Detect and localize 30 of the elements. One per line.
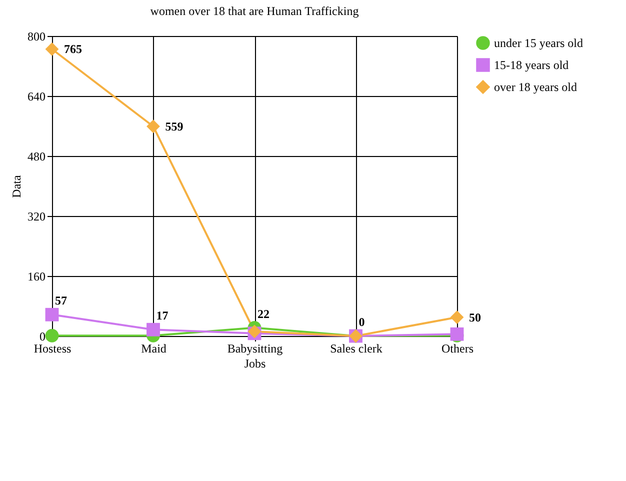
data-label: 22 xyxy=(258,306,270,321)
x-tick-label: Others xyxy=(442,342,474,356)
point xyxy=(450,310,464,324)
legend-label: over 18 years old xyxy=(494,80,577,94)
point xyxy=(45,308,59,322)
legend-label: under 15 years old xyxy=(494,36,583,50)
x-axis-title: Jobs xyxy=(244,356,266,370)
data-label: 50 xyxy=(469,310,481,324)
y-axis-title: Data xyxy=(10,174,24,198)
chart-title: women over 18 that are Human Trafficking xyxy=(150,4,359,18)
point xyxy=(146,120,160,134)
y-tick-label: 160 xyxy=(28,270,46,284)
x-tick-label: Maid xyxy=(141,342,166,356)
x-tick-label: Babysitting xyxy=(227,342,283,356)
data-label: 57 xyxy=(55,294,67,308)
x-tick-label: Hostess xyxy=(34,342,72,356)
y-tick-label: 800 xyxy=(28,30,46,44)
legend-label: 15-18 years old xyxy=(494,58,569,72)
data-label: 559 xyxy=(165,119,184,134)
y-tick-label: 480 xyxy=(28,150,46,164)
data-label: 765 xyxy=(64,42,82,56)
point xyxy=(45,42,59,56)
x-tick-label: Sales clerk xyxy=(330,342,382,356)
y-tick-label: 320 xyxy=(28,210,46,224)
data-label: 17 xyxy=(156,308,168,323)
y-tick-label: 640 xyxy=(28,90,46,104)
point xyxy=(146,322,160,336)
y-tick-label: 0 xyxy=(40,330,46,344)
data-label: 0 xyxy=(358,315,365,329)
point xyxy=(45,328,59,342)
